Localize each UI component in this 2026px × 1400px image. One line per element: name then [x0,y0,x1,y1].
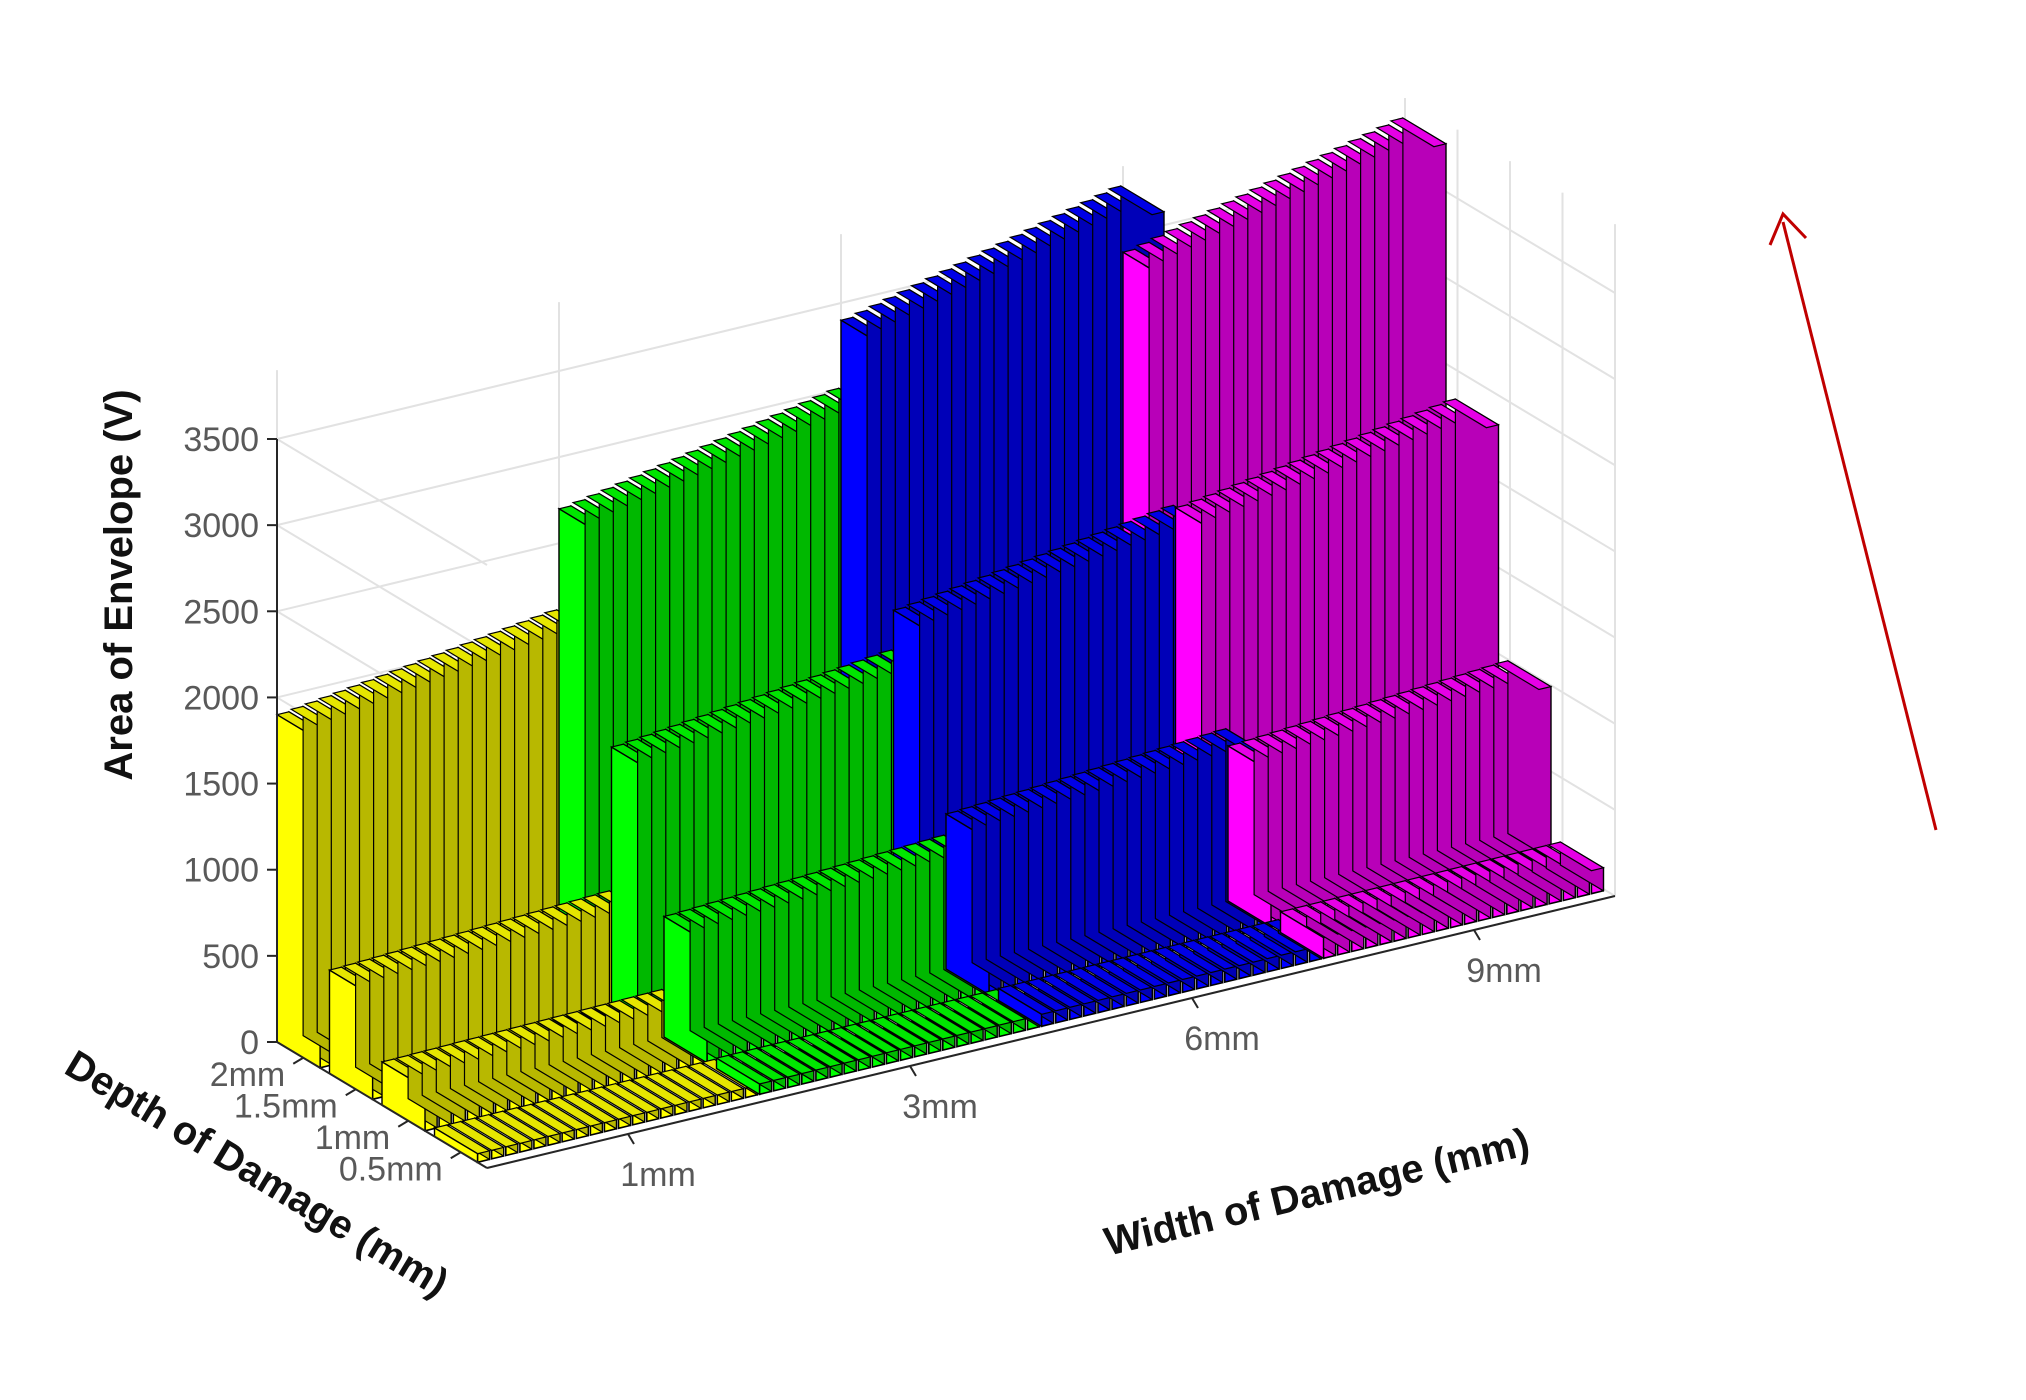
z-tick-label: 1500 [183,766,259,804]
bar-1mm-0.5mm-11 [573,1089,633,1130]
bar-1mm-0.5mm-17 [658,1068,717,1109]
width-tick-mark [1473,929,1481,941]
depth-tick-mark [450,1151,462,1160]
width-axis-title: Width of Damage (mm) [1100,1120,1533,1264]
bar-1mm-0.5mm-9 [545,1096,604,1137]
bar-3mm-0.5mm-9 [827,1026,886,1069]
width-tick-label: 3mm [902,1088,978,1126]
bar-1mm-0.5mm-18 [672,1065,731,1106]
trend-arrow-head [1768,211,1808,246]
depth-tick-label: 2mm [210,1056,286,1094]
bar-1mm-0.5mm-4 [475,1113,534,1154]
z-tick-label: 1000 [183,852,259,890]
bar-3mm-0.5mm-5 [771,1040,830,1082]
bar-3mm-0.5mm-2 [729,1050,788,1092]
grid-line-left [276,438,488,566]
width-tick-label: 9mm [1466,952,1542,990]
bar-1mm-0.5mm-14 [616,1079,675,1120]
bar-6mm-0.5mm-19 [1250,921,1309,967]
width-tick-label: 1mm [620,1156,696,1194]
bar-1mm-0.5mm-12 [588,1085,647,1126]
bar-1mm-0.5mm-5 [489,1110,548,1150]
width-tick-mark [909,1065,917,1077]
bar-3mm-0.5mm-19 [968,991,1027,1035]
trend-arrow-line [1781,221,1938,831]
bar-3mm-0.5mm-4 [757,1043,816,1086]
z-tick-label: 500 [202,938,259,976]
bar-6mm-0.5mm-3 [1025,977,1084,1021]
bar-1mm-0.5mm-1 [432,1123,492,1164]
bar-6mm-0.5mm-5 [1053,970,1112,1014]
bar-6mm-0.5mm-1 [996,984,1056,1028]
z-tick-label: 2500 [183,593,259,631]
bar-3mm-0.5mm-6 [785,1036,844,1079]
bar-9mm-0.5mm-20 [1546,840,1605,895]
bar-1mm-0.5mm-6 [503,1106,562,1147]
bar-1mm-0.5mm-13 [602,1082,661,1123]
bar-1mm-0.5mm-2 [447,1120,506,1160]
bar-6mm-0.5mm-15 [1194,935,1253,980]
width-tick-mark [1191,997,1199,1009]
bar-3mm-0.5mm-1 [714,1054,774,1096]
bar-6mm-0.5mm-13 [1166,942,1225,987]
bar-3mm-0.5mm-18 [954,995,1013,1038]
grid-line-left [276,524,488,653]
bar-3mm-0.5mm-15 [912,1005,971,1048]
bar-6mm-0.5mm-14 [1180,939,1239,984]
bar-1mm-0.5mm-16 [644,1072,703,1113]
bar-3mm-0.5mm-13 [884,1012,943,1055]
bar-6mm-0.5mm-17 [1222,928,1281,973]
z-tick-label: 3500 [183,421,259,459]
depth-tick-mark [292,1056,304,1065]
width-tick-label: 6mm [1184,1020,1260,1058]
bar-9mm-1mm-20 [1494,659,1553,864]
bar-1mm-0.5mm-7 [517,1103,576,1143]
bar-6mm-0.5mm-12 [1152,946,1211,990]
bar-6mm-0.5mm-11 [1137,949,1197,994]
bar-3mm-0.5mm-7 [799,1033,858,1075]
z-axis-title: Area of Envelope (V) [97,389,141,780]
depth-tick-label: 0.5mm [339,1150,443,1188]
bar-6mm-0.5mm-10 [1123,953,1182,997]
bar-1mm-0.5mm-15 [630,1075,689,1116]
width-axis-line [486,895,1616,1169]
width-tick-mark [627,1133,635,1145]
bar-3mm-0.5mm-12 [870,1016,929,1058]
depth-tick-mark [397,1119,409,1128]
bar-1mm-0.5mm-8 [531,1099,590,1140]
depth-tick-mark [345,1088,357,1097]
bar-3mm-0.5mm-14 [898,1009,957,1052]
bar-3mm-0.5mm-11 [855,1019,915,1062]
bar-3mm-0.5mm-8 [813,1029,872,1072]
z-tick-label: 0 [240,1024,259,1062]
bar-1mm-0.5mm-19 [686,1061,745,1103]
depth-tick-label: 1.5mm [234,1087,338,1125]
depth-tick-label: 1mm [315,1119,391,1157]
bars-layer [275,116,1605,1164]
z-tick-label: 2000 [183,679,259,717]
bar-6mm-0.5mm-16 [1208,932,1267,977]
depth-axis-line [276,1041,488,1169]
bar-3mm-0.5mm-3 [743,1047,802,1089]
bar-1mm-0.5mm-3 [461,1117,520,1157]
bar-3mm-0.5mm-10 [841,1023,900,1065]
z-tick-label: 3000 [183,507,259,545]
bar-1mm-0.5mm-10 [559,1092,618,1133]
